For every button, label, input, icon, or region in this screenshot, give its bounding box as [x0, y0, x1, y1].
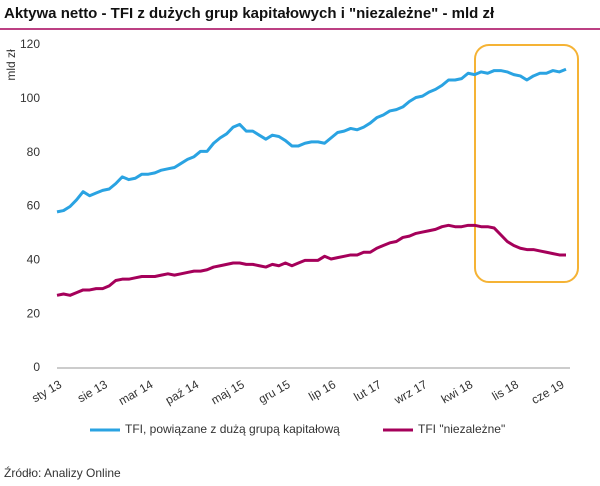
x-tick-label: lip 16: [306, 377, 338, 404]
x-tick-label: sty 13: [29, 377, 64, 405]
x-tick-label: lut 17: [351, 377, 384, 404]
y-axis-label: mld zł: [4, 49, 18, 81]
chart-title: Aktywa netto - TFI z dużych grup kapitał…: [4, 5, 495, 22]
legend-label: TFI "niezależne": [418, 422, 505, 436]
y-tick-label: 100: [20, 91, 40, 105]
y-tick-label: 0: [33, 360, 40, 374]
x-tick-label: lis 18: [490, 377, 522, 403]
y-tick-label: 60: [27, 199, 41, 213]
x-tick-label: wrz 17: [391, 377, 430, 407]
y-tick-label: 40: [27, 253, 41, 267]
y-tick-label: 80: [27, 145, 41, 159]
y-tick-label: 120: [20, 37, 40, 51]
x-tick-label: kwi 18: [439, 377, 476, 406]
legend-label: TFI, powiązane z dużą grupą kapitałową: [125, 422, 340, 436]
x-tick-label: paź 14: [163, 377, 201, 407]
source: Źródło: Analizy Online: [4, 465, 121, 480]
x-tick-label: mar 14: [116, 377, 156, 408]
x-tick-label: cze 19: [529, 377, 567, 407]
x-tick-label: maj 15: [209, 377, 247, 407]
x-tick-label: sie 13: [75, 377, 110, 405]
highlight-box: [474, 44, 579, 283]
x-tick-label: gru 15: [256, 377, 293, 406]
series-line: [56, 67, 567, 214]
series-line: [56, 223, 566, 297]
y-tick-label: 20: [27, 306, 41, 320]
